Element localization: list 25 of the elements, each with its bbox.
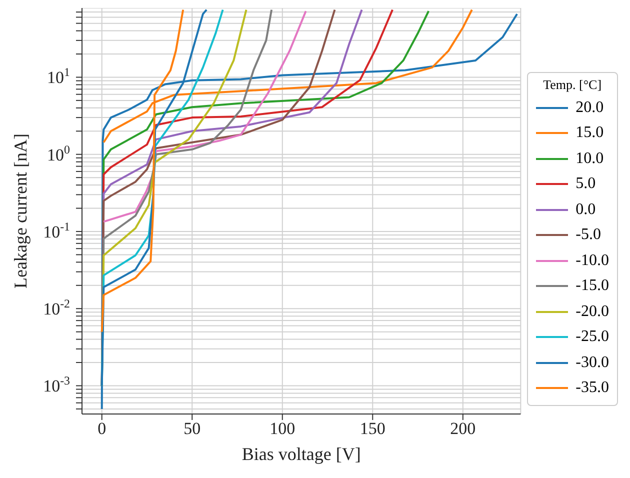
legend-label: -20.0 [576, 302, 609, 321]
y-axis-title: Leakage current [nA] [10, 134, 30, 288]
legend-label: -10.0 [576, 252, 609, 270]
legend-label: 20.0 [576, 98, 604, 117]
x-tick-label: 150 [360, 419, 386, 438]
x-tick-label: 0 [98, 419, 106, 438]
legend-label: 0.0 [576, 200, 596, 219]
legend-label: -15.0 [576, 277, 609, 296]
x-axis-title: Bias voltage [V] [242, 444, 361, 464]
y-tick-label: 10$^{0}$ [47, 142, 70, 164]
legend-label: 15.0 [576, 124, 604, 142]
y-tick-label: 10$^{-2}$ [43, 296, 70, 319]
y-tick-label: 10$^{-3}$ [43, 374, 70, 396]
x-tick-label: 100 [270, 419, 296, 438]
legend-label: 5.0 [576, 175, 596, 194]
y-tick-label: 10$^{-1}$ [43, 219, 70, 242]
legend-label: 10.0 [576, 150, 604, 168]
x-tick-label: 50 [184, 419, 201, 438]
legend-label: -25.0 [576, 328, 609, 346]
x-tick-label: 200 [450, 419, 476, 438]
legend-label: -35.0 [576, 379, 609, 398]
legend-label: -5.0 [576, 226, 601, 244]
legend-title: Temp. [°C] [542, 77, 603, 93]
legend-label: -30.0 [576, 354, 609, 372]
y-tick-label: 10$^{1}$ [47, 65, 70, 88]
